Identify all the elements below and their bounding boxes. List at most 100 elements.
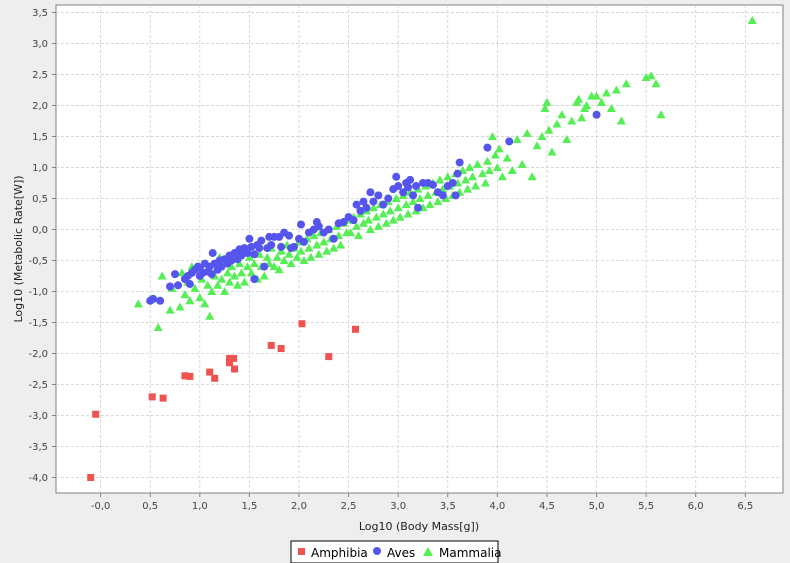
aves-point [149,294,158,303]
aves-point [171,270,180,279]
x-tick-label: 1,5 [241,501,257,512]
x-tick-label: 4,0 [489,501,505,512]
mammalia-point [381,218,391,227]
mammalia-point [165,305,175,314]
y-tick-label: -2,5 [28,380,48,391]
mammalia-point [401,200,411,209]
aves-point [404,183,413,192]
y-tick-label: 1,0 [32,163,48,174]
mammalia-point [286,259,296,268]
mammalia-point [274,265,284,274]
mammalia-point [616,116,626,125]
aves-point [455,158,464,167]
aves-point [352,200,361,209]
aves-point [243,249,252,258]
aves-point [277,242,286,251]
mammalia-point [329,243,339,252]
mammalia-point [502,153,512,162]
aves-point [250,275,259,284]
mammalia-point [601,88,611,97]
mammalia-point [423,190,433,199]
amphibia-point [298,320,306,328]
mammalia-point [200,299,210,308]
mammalia-point [322,246,332,255]
mammalia-point [190,283,200,292]
aves-point [412,182,421,191]
legend-amphibia-marker [298,548,305,555]
x-tick-label: 2,5 [341,501,357,512]
amphibia-point [148,393,156,401]
amphibia-point [181,372,189,380]
amphibia-point [159,394,167,402]
amphibia-point [226,354,234,362]
amphibia-point [277,345,285,353]
mammalia-point [262,252,272,261]
mammalia-point [177,268,187,277]
mammalia-point [490,150,500,159]
aves-point [399,188,408,197]
y-tick-label: 0,5 [32,194,48,205]
mammalia-point [577,113,587,122]
mammalia-point [480,178,490,187]
aves-point [379,200,388,209]
x-tick-label: 4,5 [539,501,555,512]
x-tick-label: 3,0 [390,501,406,512]
mammalia-point [574,94,584,103]
aves-point [394,182,403,191]
mammalia-point [175,302,185,311]
amphibia-point [231,365,239,373]
mammalia-point [259,271,269,280]
y-tick-label: -0,5 [28,256,48,267]
mammalia-point [306,252,316,261]
mammalia-point [365,224,375,233]
aves-point [448,178,457,187]
amphibia-point [226,359,234,367]
mammalia-point [537,131,547,140]
y-axis-title: Log10 (Metabolic Rate[W]) [12,175,25,322]
x-tick-label: 6,0 [688,501,704,512]
aves-point [392,172,401,181]
mammalia-point [185,296,195,305]
mammalia-point [463,184,473,193]
mammalia-point [540,104,550,113]
y-tick-label: -3,0 [28,411,48,422]
mammalia-point [465,162,475,171]
mammalia-point [582,100,592,109]
mammalia-point [468,172,478,181]
legend-mammalia-label: Mammalia [439,546,501,560]
mammalia-point [284,249,294,258]
mammalia-point [425,200,435,209]
mammalia-point [272,252,282,261]
mammalia-point [443,172,453,181]
mammalia-point [527,172,537,181]
mammalia-point [395,212,405,221]
aves-point [257,236,266,245]
mammalia-point [547,147,557,156]
mammalia-point [567,116,577,125]
mammalia-point [304,243,314,252]
mammalia-point [312,240,322,249]
x-axis-ticks: -0,0 0,5 1,0 1,5 2,0 2,5 3,0 3,5 4,0 4,5 5,0 5,5 6,0… [91,493,753,512]
x-tick-label: 6,5 [737,501,753,512]
y-tick-label: 2,0 [32,101,48,112]
mammalia-point [484,166,494,175]
aves-point [173,281,182,290]
y-tick-label: -1,0 [28,287,48,298]
mammalia-point [319,237,329,246]
mammalia-point [242,262,252,271]
aves-point [453,169,462,178]
aves-point [185,280,194,289]
mammalia-point [236,268,246,277]
legend-aves-label: Aves [387,546,415,560]
aves-point [438,191,447,200]
mammalia-point [309,231,319,240]
amphibia-point [186,372,194,380]
mammalia-point [368,203,378,212]
mammalia-point [385,206,395,215]
mammalia-point [296,246,306,255]
amphibia-point [206,368,214,376]
aves-point [324,225,333,234]
aves-point [366,188,375,197]
mammalia-point [482,156,492,165]
mammalia-point [205,311,215,320]
